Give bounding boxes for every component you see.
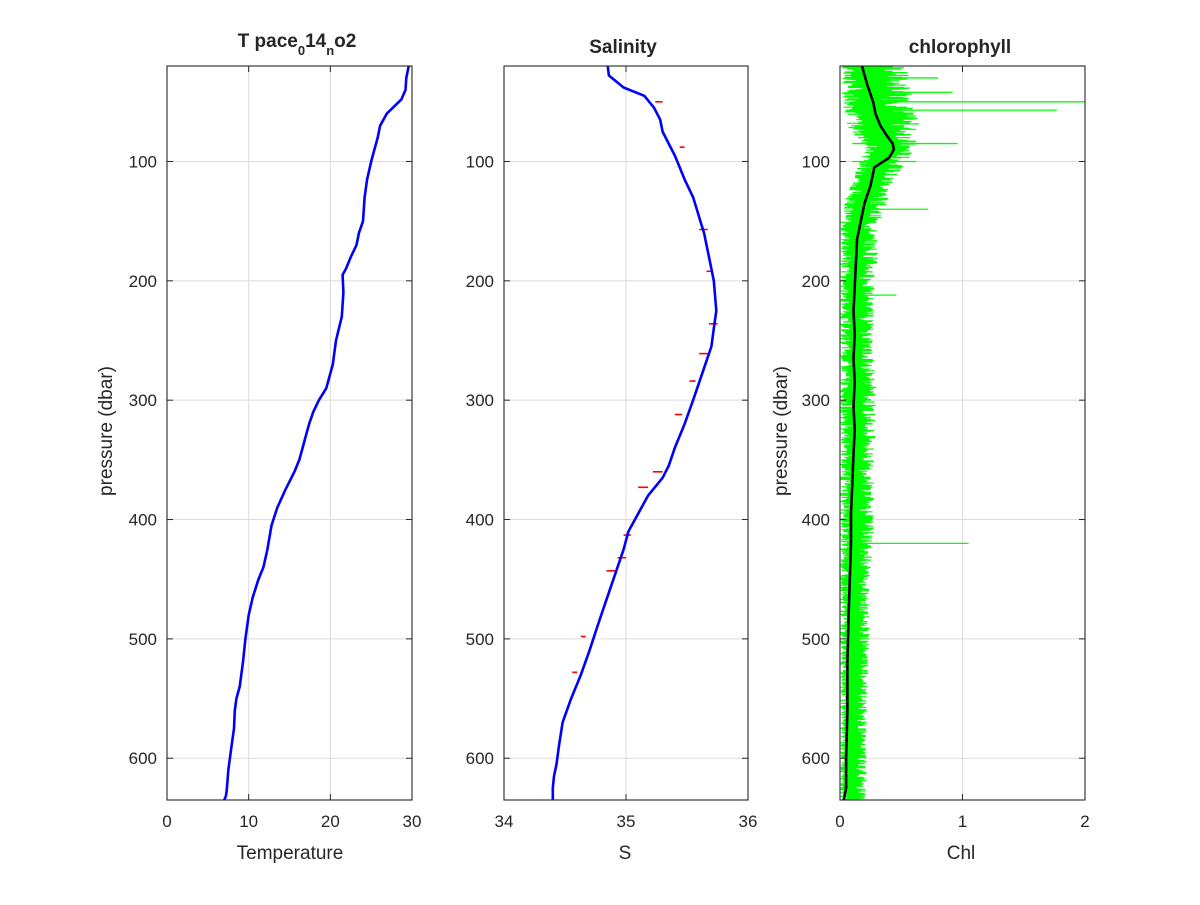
salinity-ytick-label-4: 500 (466, 630, 494, 649)
chlorophyll-ytick-label-3: 400 (802, 511, 830, 530)
salinity-panel: Salinity S 34 35 36 100 200 300 400 500 600 (466, 37, 758, 864)
temperature-xlabel: Temperature (237, 843, 344, 864)
chlorophyll-ylabel: pressure (dbar) (771, 366, 792, 496)
salinity-xtick-label-2: 36 (739, 812, 758, 831)
temperature-plot (223, 66, 410, 800)
temperature-ylabel: pressure (dbar) (96, 366, 117, 496)
temperature-series-line-0 (223, 66, 410, 800)
salinity-ytick-label-1: 200 (466, 272, 494, 291)
chlorophyll-xtick-label-1: 1 (958, 812, 967, 831)
temperature-plot-area (167, 66, 412, 800)
chlorophyll-ytick-label-1: 200 (802, 272, 830, 291)
chlorophyll-ytick-label-5: 600 (802, 749, 830, 768)
temperature-ytick-label-2: 300 (129, 391, 157, 410)
chlorophyll-ytick-label-0: 100 (802, 152, 830, 171)
temperature-axes-box (166, 65, 413, 801)
temperature-ytick-label-0: 100 (129, 152, 157, 171)
salinity-xlabel: S (619, 843, 632, 864)
temperature-panel: T pace014no2 Temperature pressure (dbar)… (96, 31, 421, 864)
chlorophyll-plot (840, 66, 1085, 800)
salinity-plot (551, 66, 718, 800)
salinity-title: Salinity (589, 37, 657, 58)
chlorophyll-series-line-0 (842, 66, 896, 800)
temperature-title: T pace014no2 (238, 31, 357, 58)
temperature-ytick-label-4: 500 (129, 630, 157, 649)
salinity-xtick-label-0: 34 (495, 812, 514, 831)
temperature-xtick-label-2: 20 (321, 812, 340, 831)
chlorophyll-title: chlorophyll (909, 37, 1011, 58)
salinity-ytick-label-2: 300 (466, 391, 494, 410)
salinity-xtick-label-1: 35 (617, 812, 636, 831)
chlorophyll-ytick-label-4: 500 (802, 630, 830, 649)
salinity-ytick-label-5: 600 (466, 749, 494, 768)
temperature-xtick-label-0: 0 (162, 812, 171, 831)
chlorophyll-ytick-label-2: 300 (802, 391, 830, 410)
chlorophyll-xlabel: Chl (947, 843, 976, 864)
chlorophyll-xtick-label-2: 2 (1080, 812, 1089, 831)
salinity-ytick-label-0: 100 (466, 152, 494, 171)
chlorophyll-xtick-label-0: 0 (835, 812, 844, 831)
temperature-xtick-label-3: 30 (403, 812, 422, 831)
chl-raw-trace (840, 66, 919, 800)
salinity-series-line-0 (551, 66, 718, 800)
temperature-ytick-label-1: 200 (129, 272, 157, 291)
chlorophyll-panel: chlorophyll Chl pressure (dbar) 0 1 2 100 20… (771, 37, 1090, 864)
temperature-ytick-label-5: 600 (129, 749, 157, 768)
temperature-ytick-label-3: 400 (129, 511, 157, 530)
salinity-ytick-label-3: 400 (466, 511, 494, 530)
temperature-xtick-label-1: 10 (239, 812, 258, 831)
